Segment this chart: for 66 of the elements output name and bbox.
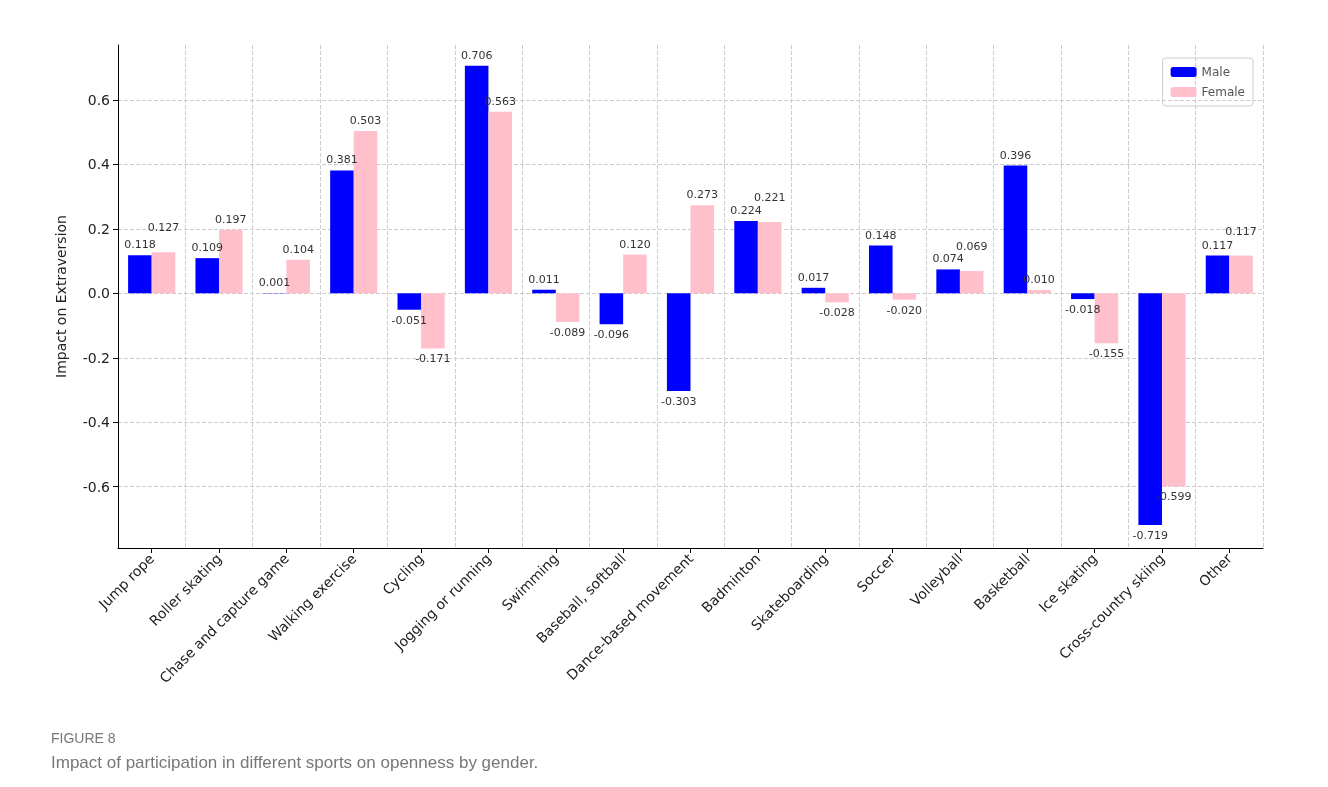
bar	[1027, 290, 1051, 294]
data-label: -0.051	[391, 313, 428, 327]
bar	[936, 269, 960, 294]
data-label: 0.381	[326, 153, 358, 167]
y-tick-label: 0.6	[87, 91, 111, 108]
data-label: 0.396	[999, 148, 1032, 162]
data-label: 0.120	[619, 237, 651, 251]
y-tick-label: 0.0	[87, 285, 110, 302]
data-label: 0.118	[124, 238, 156, 252]
y-tick-label: 0.2	[87, 220, 110, 237]
y-tick-label: -0.2	[82, 349, 110, 366]
bar	[959, 271, 984, 294]
data-label: -0.155	[1088, 347, 1125, 361]
data-label: 0.109	[191, 241, 223, 255]
data-label: -0.719	[1132, 529, 1168, 543]
data-label: 0.117	[1201, 238, 1234, 252]
bar	[623, 254, 647, 294]
bar	[330, 170, 354, 294]
bar	[1161, 293, 1186, 487]
bar	[690, 205, 715, 294]
data-label: -0.020	[886, 303, 923, 317]
data-label: 0.127	[147, 221, 180, 235]
bar	[151, 252, 176, 294]
bar	[825, 293, 849, 303]
bar	[868, 245, 893, 294]
bar	[666, 293, 691, 391]
bar	[195, 258, 220, 294]
data-label: -0.303	[660, 394, 697, 408]
bar	[555, 293, 580, 322]
bar	[1071, 293, 1095, 300]
data-label: 0.104	[282, 242, 314, 256]
bar	[488, 111, 513, 294]
bar	[128, 255, 152, 294]
text: Impact of participation in different sports on openness by gender.	[51, 753, 539, 772]
data-label: 0.069	[955, 240, 988, 254]
data-label: 0.273	[686, 188, 719, 202]
data-label: -0.171	[415, 352, 451, 366]
data-label: -0.089	[549, 325, 586, 339]
data-label: 0.011	[528, 272, 560, 286]
data-label: -0.028	[819, 306, 855, 320]
data-label: 0.503	[349, 114, 382, 128]
data-label: 0.074	[932, 252, 964, 266]
data-label: 0.706	[460, 48, 493, 62]
data-label: 0.001	[258, 275, 291, 289]
bar	[397, 293, 422, 310]
y-axis-title: Impact on Extraversion	[53, 215, 69, 378]
bar	[1205, 255, 1230, 294]
bar	[892, 293, 917, 300]
data-label: 0.017	[797, 270, 830, 284]
bar	[1229, 255, 1253, 294]
data-label: 0.221	[753, 191, 786, 205]
bar	[734, 221, 758, 294]
data-label: -0.096	[593, 328, 630, 342]
y-tick-label: 0.4	[87, 156, 111, 173]
data-label: 0.197	[215, 212, 247, 226]
data-label: 0.224	[730, 204, 762, 218]
legend-label: Female	[1201, 85, 1245, 99]
text: FIGURE 8	[51, 730, 116, 746]
legend-label: Male	[1201, 65, 1231, 79]
data-label: -0.018	[1065, 303, 1101, 317]
y-tick-label: -0.4	[82, 414, 111, 431]
y-tick-label: -0.6	[82, 478, 111, 495]
data-label: 0.117	[1225, 224, 1257, 238]
bar	[599, 293, 624, 325]
data-label: 0.148	[865, 228, 897, 242]
bar	[757, 222, 782, 294]
